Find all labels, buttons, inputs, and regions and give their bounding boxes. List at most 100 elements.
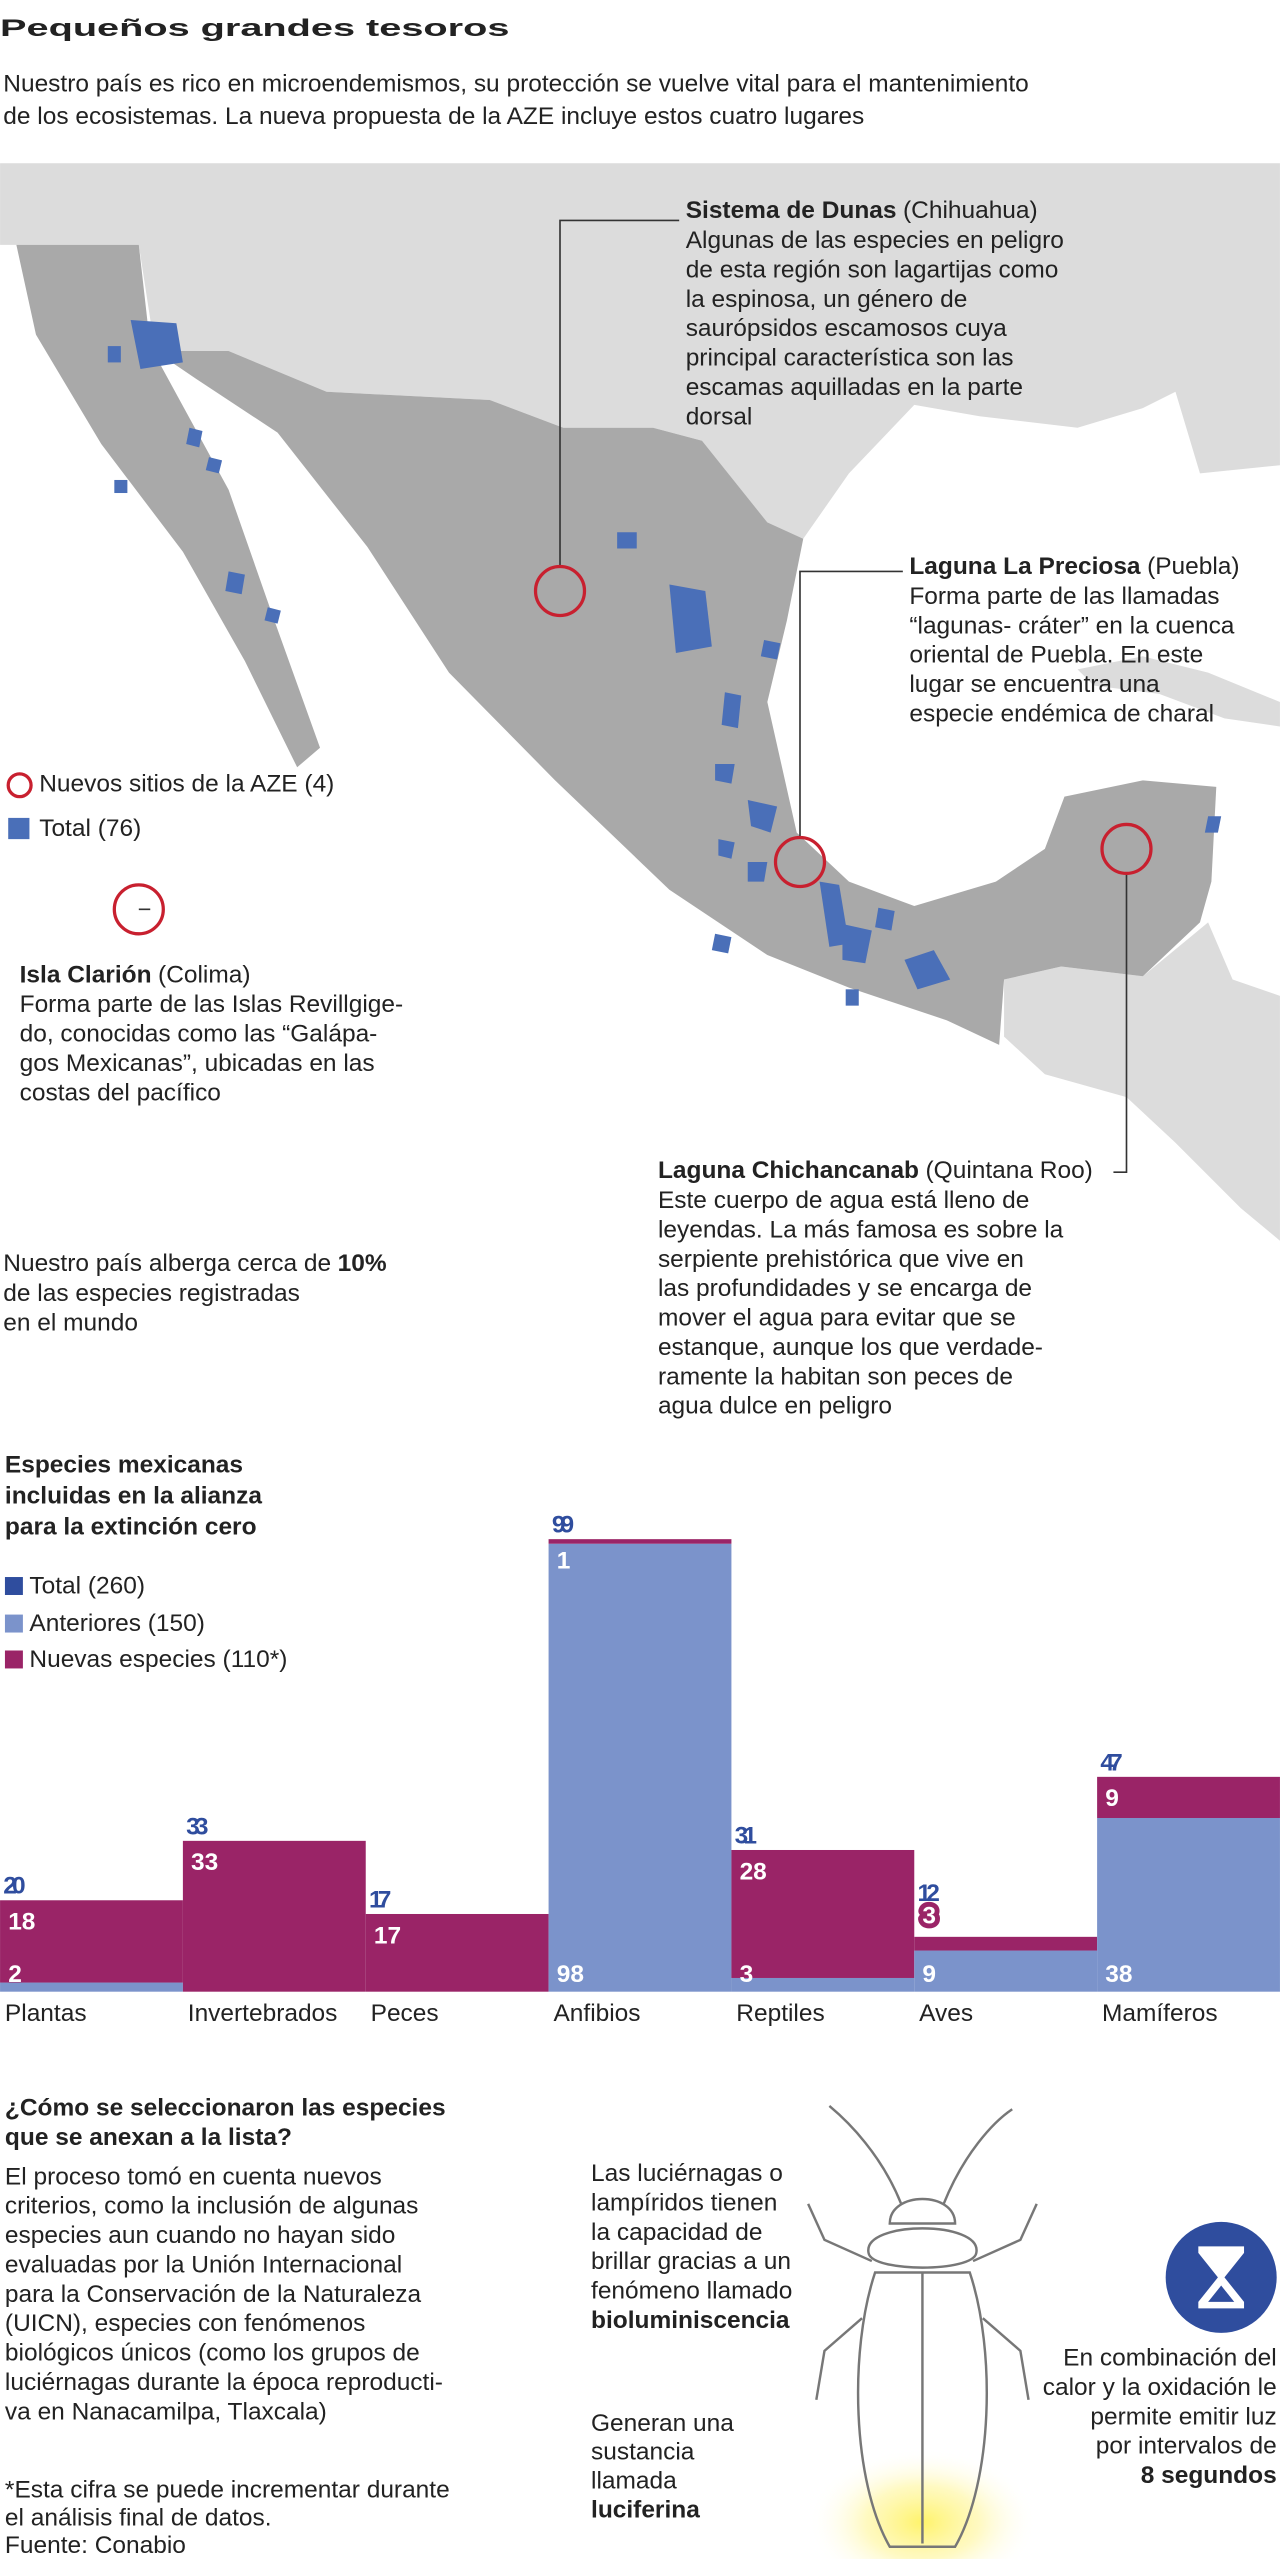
bar-segment xyxy=(914,1950,1098,1992)
thorax xyxy=(867,2227,978,2269)
x-tick-label: Invertebrados xyxy=(188,2000,338,2027)
firefly-text: permite emitir luz xyxy=(1090,2403,1276,2430)
site-patch xyxy=(842,924,872,964)
bar-segment xyxy=(1097,1817,1280,1992)
new-site-markers xyxy=(112,564,1153,936)
value-label: 33 xyxy=(191,1849,218,1876)
note-line: de las especies registradas xyxy=(3,1280,300,1307)
site-patch xyxy=(107,346,121,363)
x-tick-label: Plantas xyxy=(5,2000,87,2027)
leader-lines xyxy=(138,219,1128,1173)
cuba xyxy=(1077,656,1280,727)
firefly-text: la capacidad de xyxy=(591,2219,762,2246)
site-patch xyxy=(205,457,223,474)
site-state: (Colima) xyxy=(158,962,250,989)
site-patch xyxy=(718,839,735,859)
map xyxy=(0,163,1280,1241)
note-text: Nuestro país alberga cerca de xyxy=(3,1251,331,1278)
site-patch xyxy=(904,950,951,990)
site-heading: Sistema de Dunas (Chihuahua) xyxy=(686,198,1038,225)
subtitle-line: de los ecosistemas. La nueva propuesta d… xyxy=(3,103,864,130)
firefly-term: bioluminiscencia xyxy=(591,2307,790,2334)
leader-line xyxy=(799,570,903,838)
site-patch xyxy=(819,881,849,947)
section-text: para la Conservación de la Naturaleza xyxy=(5,2281,422,2308)
leg xyxy=(815,2317,863,2401)
x-tick-label: Mamíferos xyxy=(1102,2000,1218,2027)
firefly-text: llamada xyxy=(591,2468,677,2495)
value-label: 38 xyxy=(1105,1961,1132,1988)
site-state: (Puebla) xyxy=(1147,554,1240,581)
site-patch xyxy=(264,607,281,624)
legend-label: Nuevas especies (110*) xyxy=(29,1646,287,1673)
site-name: Laguna La Preciosa xyxy=(909,554,1141,581)
site-text: serpiente prehistórica que vive en xyxy=(658,1246,1024,1273)
legend-swatch xyxy=(4,1650,23,1669)
note-highlight: 10% xyxy=(338,1251,387,1278)
site-heading: Laguna Chichancanab (Quintana Roo) xyxy=(658,1158,1093,1185)
site-name: Isla Clarión xyxy=(20,962,152,989)
site-patch xyxy=(186,427,203,448)
bar-segment xyxy=(731,1849,915,1978)
total-label: 99 xyxy=(552,1512,574,1539)
note-line: Nuestro país alberga cerca de 10% xyxy=(3,1251,387,1278)
firefly-text: brillar gracias a un xyxy=(591,2248,791,2275)
bar-segment xyxy=(914,1936,1098,1951)
antenna xyxy=(828,2105,903,2205)
site-text: Forma parte de las llamadas xyxy=(909,583,1219,610)
site-text: saurópsidos escamosos cuya xyxy=(686,315,1007,342)
site-text: escamas aquilladas en la parte xyxy=(686,374,1023,401)
total-label: 31 xyxy=(735,1822,757,1849)
value-label: 18 xyxy=(8,1909,35,1936)
site-text: las profundidades y se encarga de xyxy=(658,1275,1032,1302)
legend-label: Total (76) xyxy=(39,815,141,842)
site-text: lugar se encuentra una xyxy=(909,671,1160,698)
total-label: 17 xyxy=(369,1886,391,1913)
section-text: luciérnagas durante la época reproducti- xyxy=(5,2369,443,2396)
site-text: oriental de Puebla. En este xyxy=(909,642,1203,669)
site-marker xyxy=(112,883,165,936)
firefly-text: Generan una xyxy=(591,2410,734,2437)
site-patch xyxy=(747,799,778,833)
body xyxy=(856,2271,988,2548)
site-patch xyxy=(130,319,183,369)
x-tick-label: Peces xyxy=(371,2000,439,2027)
bar-segment xyxy=(1097,1776,1280,1818)
central-america xyxy=(1004,922,1280,1241)
bar-segment xyxy=(0,1900,183,1983)
leg xyxy=(807,2203,873,2263)
legend-label: Anteriores (150) xyxy=(29,1610,204,1637)
legend-swatch xyxy=(4,1614,23,1633)
site-text: Este cuerpo de agua está lleno de xyxy=(658,1187,1029,1214)
site-text: gos Mexicanas”, ubicadas en las xyxy=(20,1050,375,1077)
value-label: 2 xyxy=(8,1961,22,1988)
value-label: 9 xyxy=(922,1961,936,1988)
section-text: (UICN), especies con fenómenos xyxy=(5,2310,365,2337)
site-marker xyxy=(773,835,827,889)
bar-segment xyxy=(548,1539,732,1544)
site-patch xyxy=(225,571,245,595)
site-text: Algunas de las especies en peligro xyxy=(686,227,1064,254)
site-text: mover el agua para evitar que se xyxy=(658,1305,1016,1332)
mexico-mainland xyxy=(155,350,1217,1045)
firefly-text: por intervalos de xyxy=(1096,2433,1277,2460)
site-text: dorsal xyxy=(686,403,753,430)
firefly-text: Las luciérnagas o xyxy=(591,2160,783,2187)
chart-title: Especies mexicanas xyxy=(5,1451,243,1478)
x-tick-label: Reptiles xyxy=(736,2000,824,2027)
site-patch xyxy=(711,933,732,954)
site-state: (Chihuahua) xyxy=(903,198,1038,225)
firefly-term: 8 segundos xyxy=(1141,2462,1277,2489)
site-state: (Quintana Roo) xyxy=(926,1158,1093,1185)
site-patch xyxy=(875,907,895,931)
site-patch xyxy=(721,692,742,729)
site-text: agua dulce en peligro xyxy=(658,1393,892,1420)
site-patch xyxy=(845,989,859,1006)
firefly-text: lampíridos tienen xyxy=(591,2189,777,2216)
total-label: 20 xyxy=(3,1873,25,1900)
value-label: 9 xyxy=(1105,1785,1119,1812)
site-marker xyxy=(1100,822,1153,876)
page-title: Pequeños grandes tesoros xyxy=(0,15,509,42)
